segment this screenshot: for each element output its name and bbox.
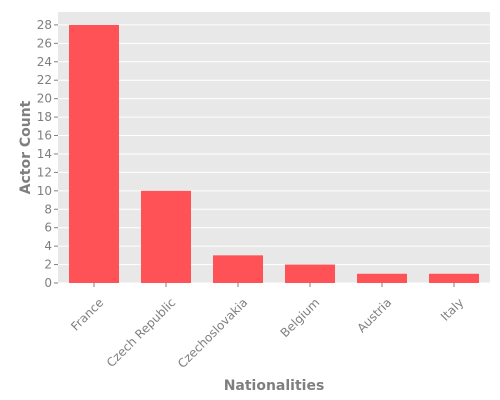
bar [213, 255, 263, 283]
y-tick-label: 26 [37, 36, 52, 50]
x-axis-title: Nationalities [224, 378, 325, 394]
y-tick-label: 12 [37, 165, 52, 179]
y-tick-label: 20 [37, 92, 52, 106]
x-tick-label: Austria [354, 295, 394, 335]
bar [69, 24, 119, 284]
plot-background [58, 12, 490, 283]
y-tick-label: 28 [37, 18, 52, 32]
y-tick-label: 24 [37, 55, 52, 69]
x-tick-label: Belgium [278, 295, 323, 340]
y-tick-label: 0 [44, 276, 52, 290]
bar [285, 264, 335, 283]
y-tick-label: 2 [44, 258, 52, 272]
x-tick-label: Czech Republic [104, 295, 179, 370]
bar [357, 273, 407, 283]
y-tick-label: 8 [44, 202, 52, 216]
bars [69, 24, 479, 284]
y-tick-label: 10 [37, 184, 52, 198]
y-tick-label: 18 [37, 110, 52, 124]
y-tick-label: 6 [44, 221, 52, 235]
gridlines [58, 24, 490, 284]
y-axis-title: Actor Count [18, 100, 34, 194]
y-tick-label: 14 [37, 147, 52, 161]
x-tick-label: France [68, 295, 106, 333]
y-tick-label: 16 [37, 129, 52, 143]
y-tick-label: 4 [44, 239, 52, 253]
bar [141, 190, 191, 283]
x-tick-label: Czechoslovakia [175, 295, 250, 370]
x-tick-label: Italy [438, 295, 466, 323]
y-tick-label: 22 [37, 73, 52, 87]
bar [429, 273, 479, 283]
